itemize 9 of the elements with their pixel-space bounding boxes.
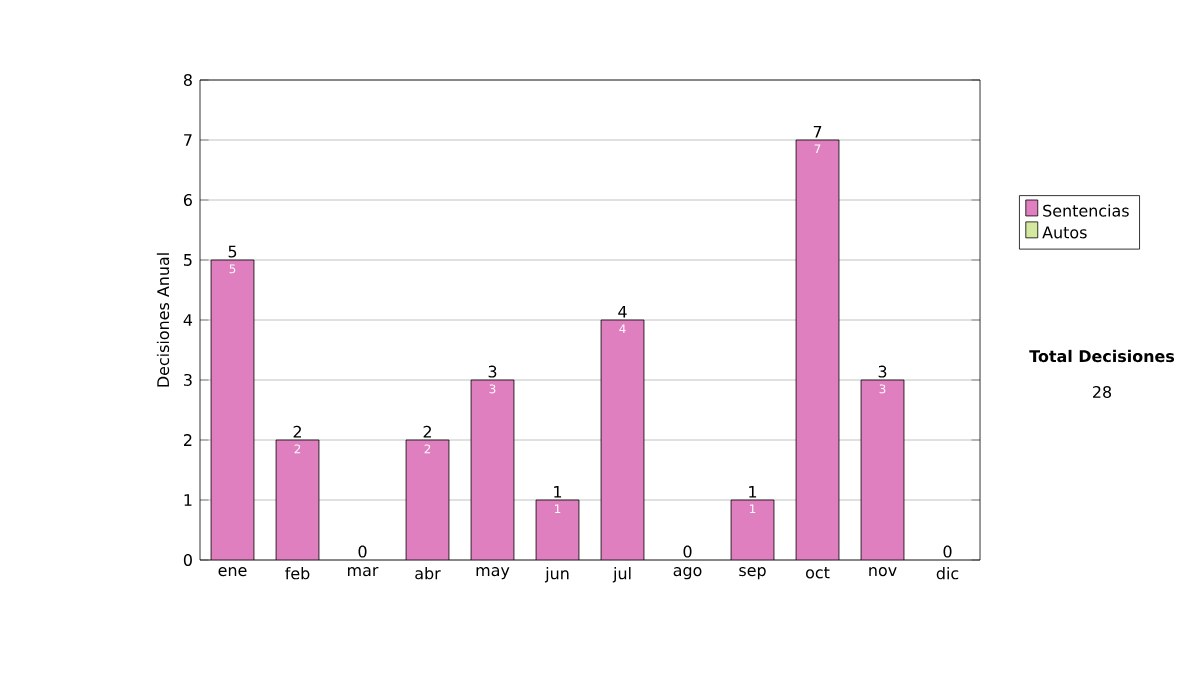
bar (860, 379, 905, 560)
bar (730, 499, 775, 560)
bar (405, 439, 450, 560)
bar (600, 319, 645, 560)
bar (210, 259, 255, 560)
bar (795, 139, 840, 560)
bar (470, 379, 515, 560)
bar (275, 439, 320, 560)
bar (535, 499, 580, 560)
